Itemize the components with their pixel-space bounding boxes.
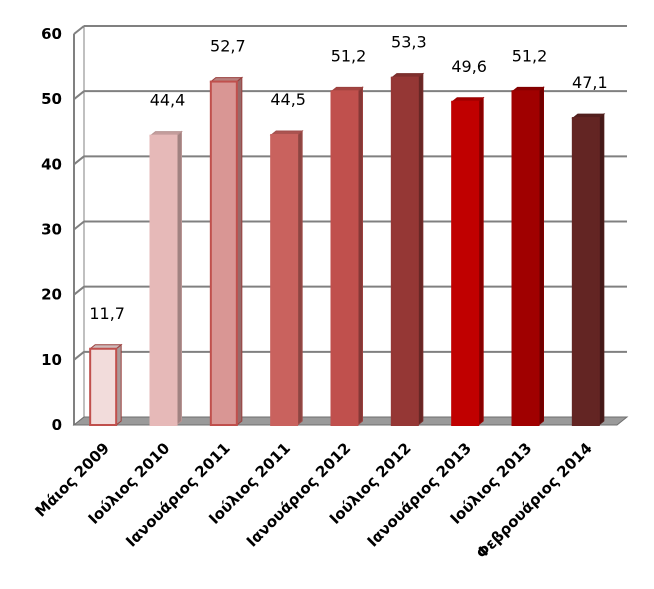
data-label: 51,2 — [512, 46, 548, 65]
y-tick-label: 40 — [41, 155, 62, 173]
bar — [571, 117, 600, 426]
data-label: 11,7 — [89, 304, 125, 323]
bar — [89, 347, 118, 427]
y-tick-label: 0 — [52, 416, 62, 434]
y-tick-label: 20 — [41, 286, 62, 304]
y-tick-label: 50 — [41, 90, 62, 108]
gridline-depth — [73, 285, 85, 296]
x-tick-label: Ιανουάριος 2013 — [364, 439, 475, 550]
bar — [330, 90, 359, 426]
data-label: 51,2 — [331, 46, 367, 65]
y-tick-label: 30 — [41, 221, 62, 239]
y-tick-label: 60 — [41, 25, 62, 43]
data-label: 52,7 — [210, 37, 246, 56]
bar-layer — [88, 72, 606, 427]
y-tick-label: 10 — [41, 351, 62, 369]
data-label: 44,5 — [270, 90, 306, 109]
gridline-depth — [73, 90, 85, 100]
gridline-depth — [73, 155, 85, 166]
bar — [209, 80, 238, 427]
bar — [270, 134, 299, 426]
gridline-depth — [73, 220, 85, 231]
data-label: 47,1 — [572, 73, 608, 92]
bar — [390, 76, 419, 427]
bar — [511, 90, 540, 426]
bar — [149, 134, 178, 426]
x-tick-label: Ιανουάριος 2011 — [122, 439, 233, 550]
data-label: 53,3 — [391, 33, 427, 52]
gridline-depth — [73, 25, 85, 35]
bar — [451, 100, 480, 426]
x-tick-label: Φεβρουάριος 2014 — [473, 439, 596, 562]
data-label: 44,4 — [150, 91, 186, 110]
data-label: 49,6 — [451, 57, 487, 76]
gridline-depth — [73, 351, 85, 361]
x-tick-label: Ιανουάριος 2012 — [243, 439, 354, 550]
